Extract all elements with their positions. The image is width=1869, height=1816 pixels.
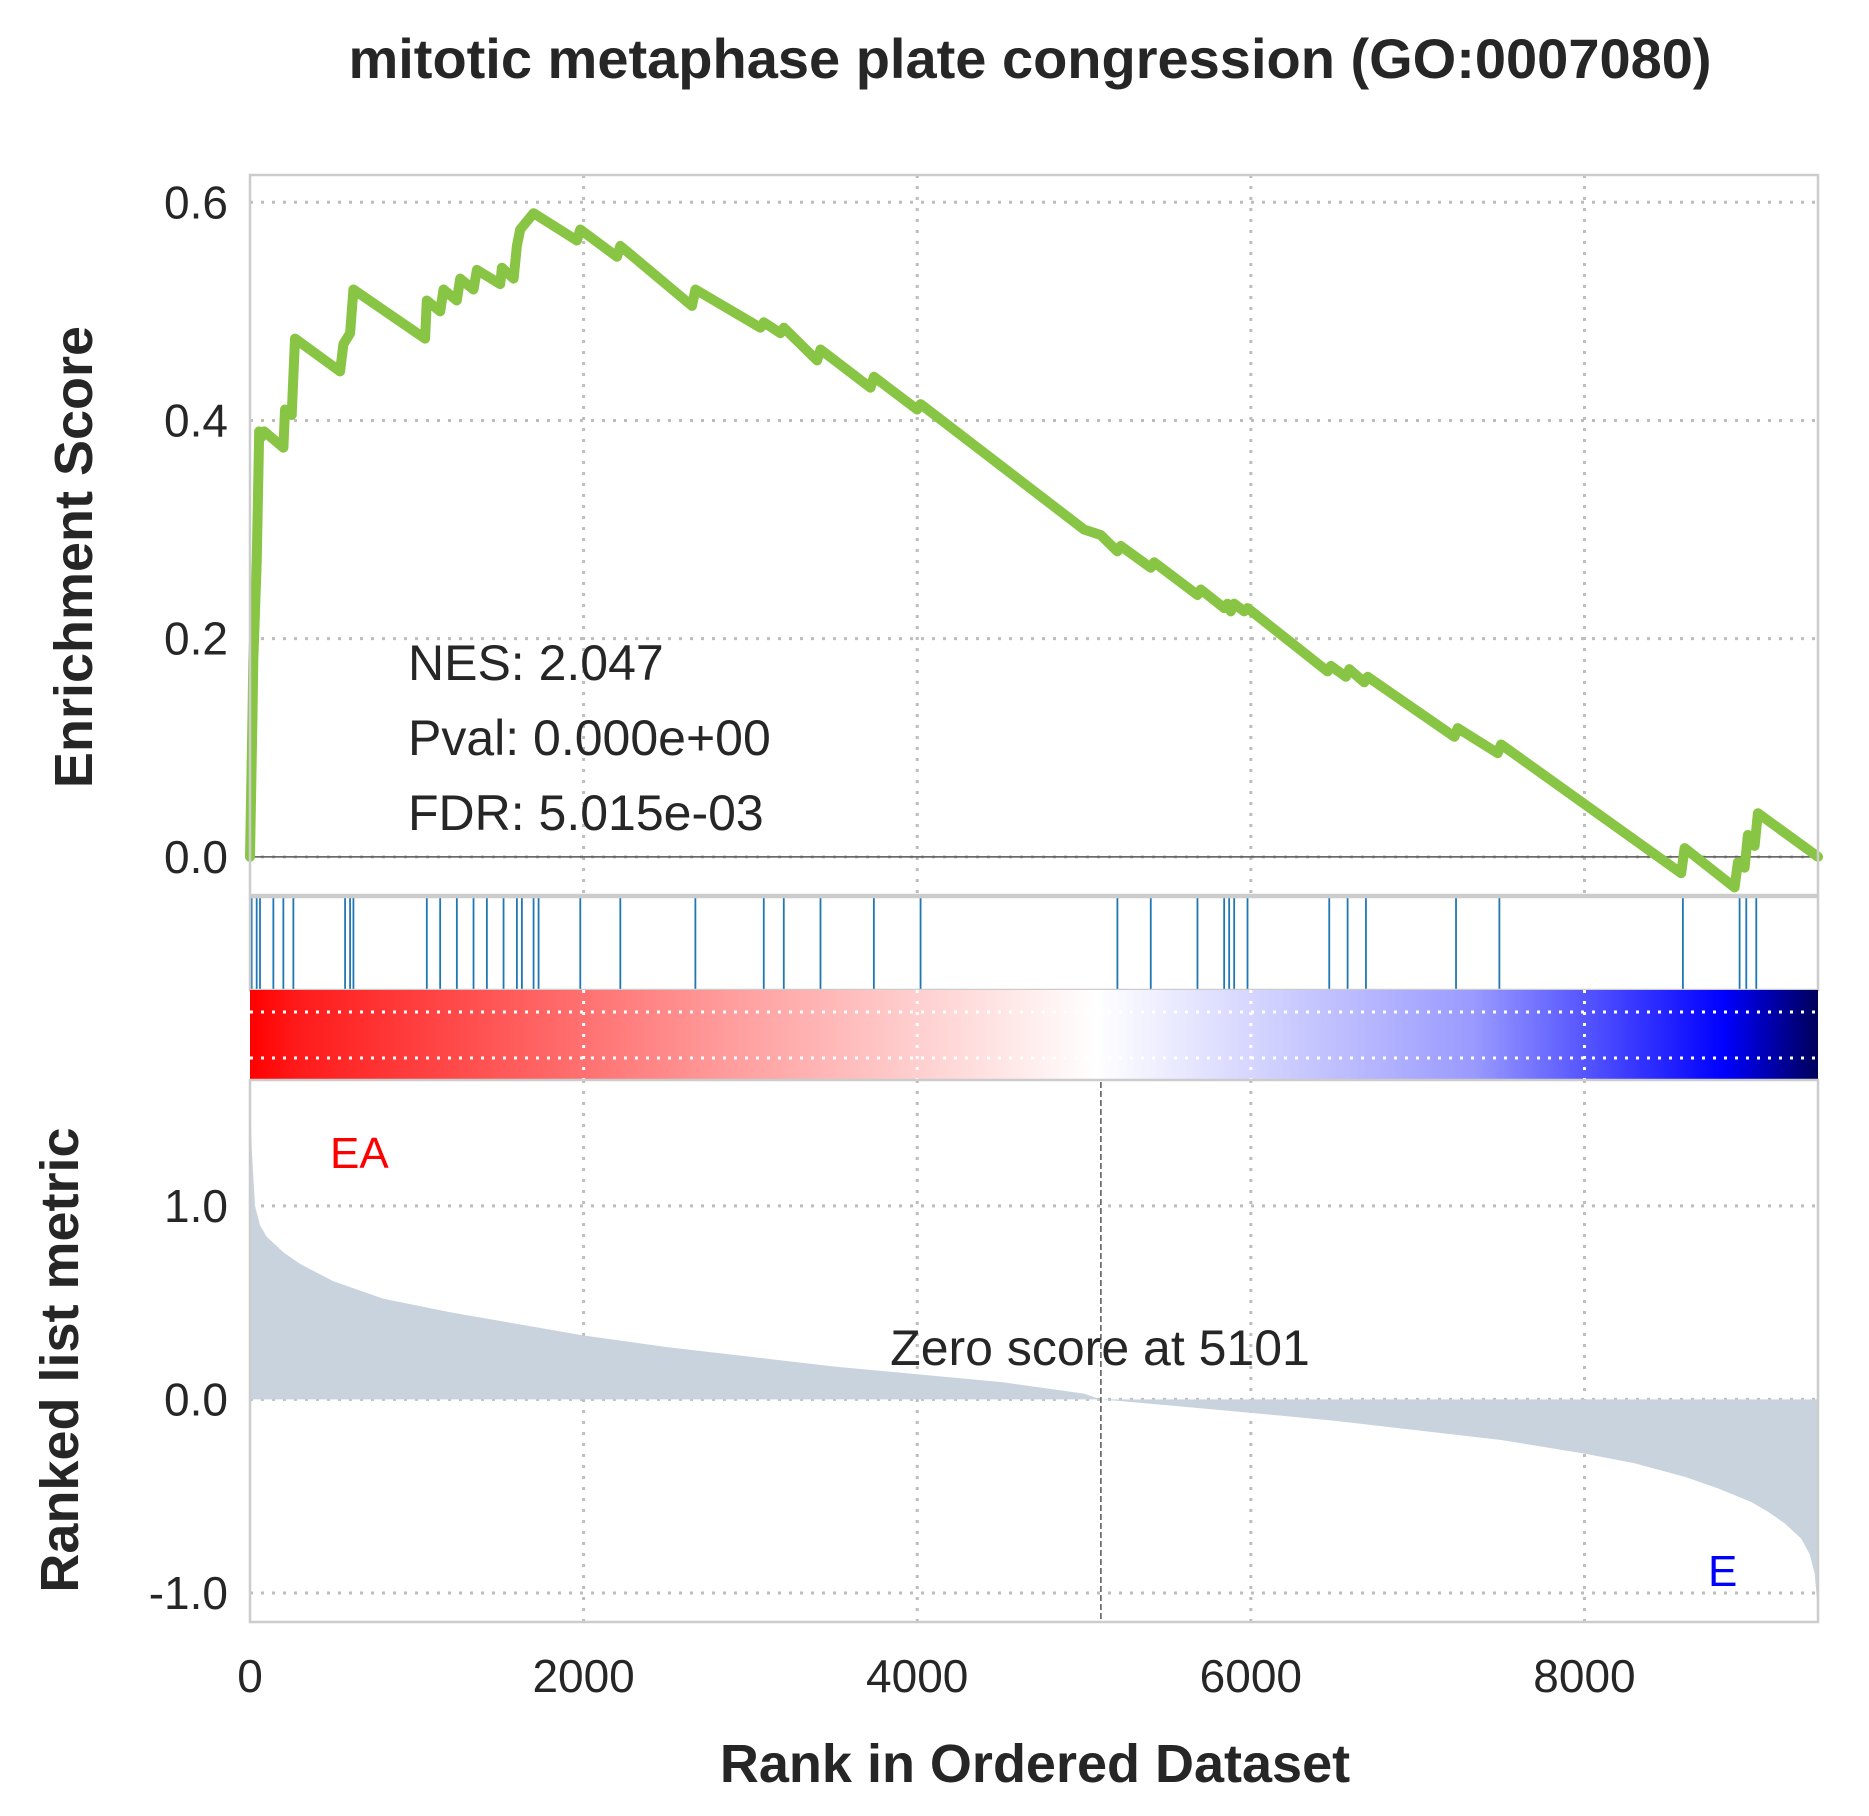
xtick-2: 4000 — [866, 1650, 968, 1702]
hits-frame — [248, 895, 1820, 992]
es-ytick-2: 0.2 — [164, 613, 228, 665]
xtick-3: 6000 — [1200, 1650, 1302, 1702]
xtick-0: 0 — [237, 1650, 263, 1702]
xtick-4: 8000 — [1533, 1650, 1635, 1702]
rm-ytick-1: 0.0 — [164, 1373, 228, 1425]
es-ytick-3: 0.0 — [164, 831, 228, 883]
es-ylabel: Enrichment Score — [44, 326, 104, 788]
ranked-metric-panel: 1.0 0.0 -1.0 0 2000 4000 6000 8000 Zero score … — [149, 1078, 1820, 1702]
es-ytick-0: 0.6 — [164, 176, 228, 228]
metric-frame — [248, 1078, 1820, 1624]
negative-group-label: E — [1708, 1547, 1737, 1596]
xlabel: Rank in Ordered Dataset — [720, 1734, 1350, 1794]
es-frame — [248, 173, 1820, 897]
nes-text: NES: 2.047 — [408, 635, 664, 691]
positive-group-label: EA — [330, 1129, 389, 1178]
rank-color-bar — [250, 990, 1818, 1080]
rm-ytick-0: 1.0 — [164, 1180, 228, 1232]
metric-ylabel: Ranked list metric — [30, 1127, 90, 1592]
pval-text: Pval: 0.000e+00 — [408, 710, 771, 766]
metric-area — [250, 1080, 1818, 1613]
xtick-1: 2000 — [532, 1650, 634, 1702]
es-curve — [245, 208, 1823, 893]
fdr-text: FDR: 5.015e-03 — [408, 785, 764, 841]
rank-gradient — [250, 990, 1818, 1080]
chart-title: mitotic metaphase plate congression (GO:… — [348, 27, 1711, 90]
enrichment-score-panel: 0.60.40.20.0 NES: 2.047 Pval: 0.000e+00 … — [164, 173, 1823, 897]
zero-score-text: Zero score at 5101 — [890, 1320, 1310, 1376]
es-ytick-1: 0.4 — [164, 394, 228, 446]
gene-hits-panel — [248, 895, 1820, 992]
rm-ytick-2: -1.0 — [149, 1567, 228, 1619]
